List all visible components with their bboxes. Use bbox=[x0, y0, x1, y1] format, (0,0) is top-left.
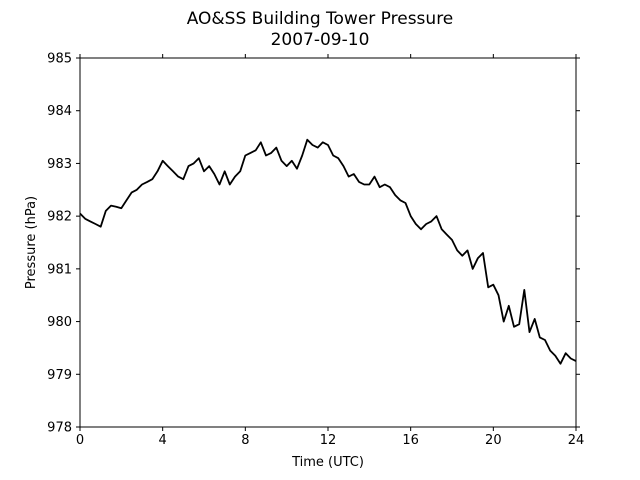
y-axis: 978 979 980 981 982 983 984 985 bbox=[47, 52, 580, 436]
x-tick-label: 20 bbox=[485, 433, 502, 448]
y-tick-label: 985 bbox=[47, 52, 72, 67]
x-tick-label: 16 bbox=[402, 433, 419, 448]
x-tick-label: 12 bbox=[320, 433, 337, 448]
y-tick-label: 979 bbox=[47, 368, 72, 383]
y-tick-label: 981 bbox=[47, 262, 72, 277]
x-tick-label: 4 bbox=[159, 433, 167, 448]
y-tick-label: 982 bbox=[47, 210, 72, 225]
pressure-series-line bbox=[79, 138, 577, 365]
chart-subtitle: 2007-09-10 bbox=[271, 30, 370, 50]
plot-frame bbox=[79, 57, 577, 428]
y-tick-label: 980 bbox=[47, 315, 72, 330]
y-tick-label: 983 bbox=[47, 157, 72, 172]
y-tick-label: 978 bbox=[47, 421, 72, 436]
x-axis: 0 4 8 12 16 20 24 bbox=[76, 54, 584, 448]
y-axis-label: Pressure (hPa) bbox=[24, 196, 39, 289]
x-tick-label: 24 bbox=[568, 433, 585, 448]
chart-title: AO&SS Building Tower Pressure bbox=[187, 9, 454, 29]
y-tick-label: 984 bbox=[47, 104, 72, 119]
x-axis-label: Time (UTC) bbox=[291, 455, 364, 470]
x-tick-label: 0 bbox=[76, 433, 84, 448]
x-tick-label: 8 bbox=[241, 433, 249, 448]
